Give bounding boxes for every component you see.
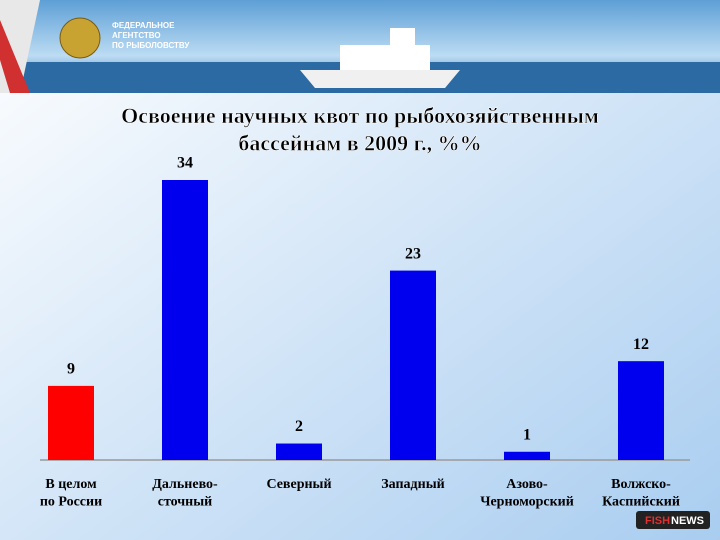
x-tick-label: В целом по России [40,477,102,510]
x-tick-label: Азово-Черноморский [480,477,574,510]
banner [0,0,720,93]
bar [618,361,664,460]
value-label: 1 [523,426,531,443]
value-label: 34 [177,155,193,172]
chart-title: Освоение научных квот по рыбохозяйственн… [121,103,599,156]
brand-fish: FISH [645,515,670,527]
bar [504,451,550,460]
value-label: 23 [405,245,421,262]
value-label: 2 [295,418,303,435]
value-label: 9 [67,361,75,378]
agency-name: ФЕДЕРАЛЬНОЕ АГЕНТСТВО ПО РЫБОЛОВСТВУ [112,21,190,50]
bar [276,443,322,460]
x-tick-label: Волжско-Каспийский [602,477,680,510]
bar [162,180,208,460]
x-tick-label: Северный [266,477,331,492]
bar [48,385,94,460]
value-label: 12 [633,336,649,353]
bar [390,270,436,460]
x-tick-label: Западный [381,477,444,492]
brand-badge [636,511,710,529]
brand-news: NEWS [671,515,704,527]
x-tick-label: Дальнево-сточный [152,477,218,510]
